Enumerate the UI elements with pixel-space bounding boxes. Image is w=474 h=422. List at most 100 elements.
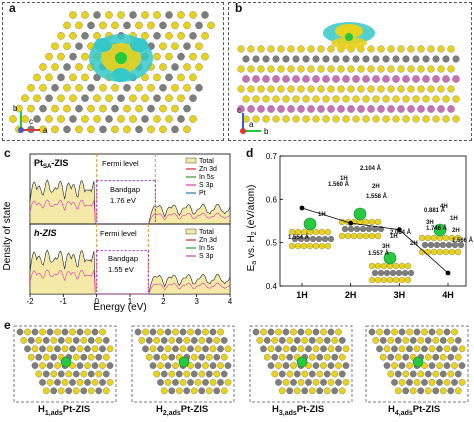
atom	[87, 21, 95, 30]
atom	[69, 115, 77, 123]
atom	[179, 379, 187, 386]
atom	[327, 45, 335, 53]
atom	[183, 42, 191, 50]
atom	[187, 328, 194, 336]
atom	[63, 63, 71, 71]
legend-label: S 3p	[199, 182, 214, 189]
atom	[202, 328, 209, 336]
atom	[262, 115, 270, 123]
panel-b-label: b	[235, 1, 243, 15]
atom	[397, 105, 405, 113]
panel-c: c Density of state Energy (eV) PtSA-ZIS …	[0, 146, 236, 314]
atom	[362, 75, 370, 83]
ea-annotation: 1H	[450, 216, 458, 222]
atom	[102, 370, 110, 378]
atom	[331, 370, 339, 378]
atom	[287, 105, 295, 113]
atom	[424, 248, 432, 256]
atom	[35, 353, 43, 361]
atom	[442, 248, 450, 256]
legend-label: Zn 3d	[199, 237, 217, 244]
atom	[217, 379, 224, 386]
atom	[442, 55, 450, 63]
atom	[397, 45, 405, 53]
atom	[443, 362, 451, 369]
atom	[51, 84, 59, 92]
atom	[352, 75, 360, 83]
legend-swatch	[185, 157, 197, 164]
pt-atom	[303, 217, 317, 231]
atom	[75, 104, 83, 113]
atom	[316, 370, 324, 378]
x-tick-label: 3	[194, 297, 199, 306]
atom	[87, 337, 95, 344]
atom	[177, 115, 185, 123]
atom	[322, 75, 330, 83]
atom	[198, 337, 206, 344]
atom	[413, 328, 421, 336]
ea-annotation: 3H	[426, 220, 434, 226]
panel-a-structure: b c a	[9, 11, 215, 135]
atom	[201, 32, 209, 40]
atom	[323, 387, 331, 395]
atom	[267, 362, 275, 369]
atom	[282, 55, 290, 63]
atom	[145, 337, 153, 344]
atom	[372, 337, 380, 344]
atom	[141, 115, 149, 123]
atom	[99, 21, 107, 30]
atom	[102, 353, 110, 361]
dos-top-bandgap-value: 1.76 eV	[110, 196, 136, 205]
atom	[297, 45, 305, 53]
atom	[452, 75, 460, 83]
dos-chart: Density of state Energy (eV) PtSA-ZIS Fe…	[2, 153, 233, 313]
atom	[95, 387, 103, 395]
legend-label: In 5s	[199, 245, 215, 252]
atom	[272, 55, 280, 63]
atom	[153, 353, 161, 361]
atom	[386, 276, 394, 284]
atom	[451, 379, 458, 386]
atom	[39, 379, 46, 386]
atom	[331, 337, 339, 344]
atom	[69, 345, 76, 353]
atom	[105, 94, 113, 102]
atom	[50, 387, 58, 395]
atom	[427, 85, 435, 93]
atom	[312, 55, 320, 63]
atom	[312, 115, 320, 123]
atom	[322, 115, 330, 123]
atom	[407, 269, 415, 277]
atom	[454, 337, 462, 344]
atom	[458, 379, 466, 386]
atom	[105, 11, 113, 19]
atom	[105, 115, 113, 123]
atom	[457, 241, 465, 249]
atom	[135, 84, 143, 92]
atom	[278, 353, 286, 361]
dos-bottom-bandgap: Bandgap	[108, 254, 138, 263]
atom	[307, 105, 315, 113]
atom	[183, 370, 191, 378]
atom	[147, 104, 155, 113]
atom	[402, 353, 410, 361]
atom	[275, 379, 282, 386]
atom	[347, 85, 355, 93]
panel-e-structures	[13, 325, 469, 403]
atom	[141, 94, 149, 102]
atom	[72, 337, 80, 344]
atom	[362, 232, 370, 240]
atom	[342, 379, 350, 386]
atom	[287, 65, 295, 73]
atom	[271, 353, 279, 361]
atom	[209, 328, 217, 336]
atom	[84, 345, 91, 353]
atom	[172, 345, 179, 353]
atom	[157, 379, 164, 386]
atom	[189, 52, 197, 61]
atom	[301, 387, 309, 395]
atom	[9, 115, 17, 123]
atom	[327, 328, 335, 336]
atom	[327, 105, 335, 113]
atom	[172, 362, 179, 369]
